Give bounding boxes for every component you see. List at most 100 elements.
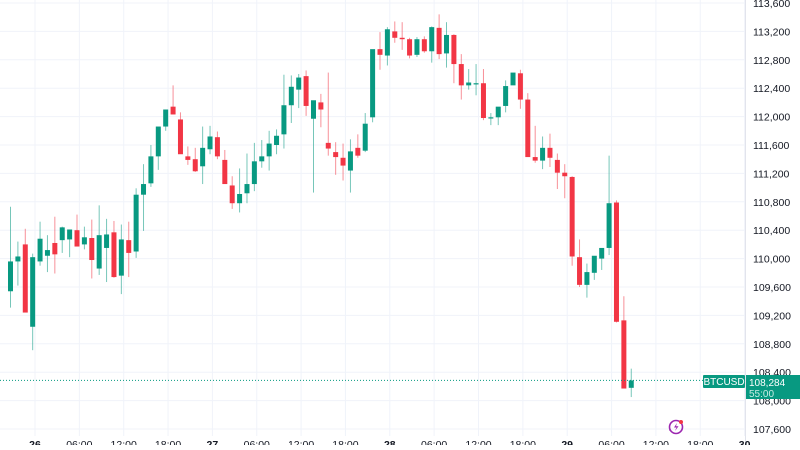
candle-down [407, 37, 413, 59]
time-tick: 18:00 [687, 439, 713, 445]
candle-up [281, 74, 287, 149]
grid-lines [0, 0, 746, 445]
time-tick: 28 [384, 439, 396, 445]
candle-down [613, 200, 619, 323]
lightning-swap-icon[interactable] [668, 419, 684, 435]
candle-up [495, 106, 501, 126]
time-tick: 06:00 [66, 439, 92, 445]
price-tick: 108,800 [753, 339, 791, 351]
symbol-text: BTCUSD [703, 377, 744, 388]
candle-up [141, 164, 147, 231]
candle-up [251, 142, 257, 192]
candle-down [214, 131, 220, 160]
candle-up [259, 140, 265, 168]
candle-down [562, 164, 568, 199]
candle-up [207, 125, 213, 155]
candle-down [458, 54, 464, 100]
candle-down [303, 70, 309, 116]
candle-up [96, 205, 102, 275]
candle-down [451, 34, 457, 84]
candle-up [347, 139, 353, 193]
price-tick: 113,200 [753, 26, 790, 38]
candle-up [599, 247, 605, 270]
time-tick: 12:00 [111, 439, 137, 445]
price-tick: 112,800 [753, 55, 790, 67]
price-tick: 110,400 [753, 225, 790, 237]
price-tick: 112,000 [753, 112, 790, 124]
candle-down [436, 14, 442, 60]
time-tick: 18:00 [155, 439, 181, 445]
time-tick: 12:00 [288, 439, 314, 445]
time-axis[interactable]: 26 06:00 12:00 18:00 27 06:00 12:00 18:00 28 06:0… [29, 439, 751, 450]
price-tick: 107,600 [753, 424, 791, 436]
candle-up [384, 27, 390, 66]
candle-down [621, 296, 627, 389]
candle-up [540, 136, 546, 170]
candle-up [200, 126, 206, 185]
time-tick: 12:00 [643, 439, 669, 445]
time-tick: 06:00 [244, 439, 270, 445]
candle-down [569, 176, 575, 266]
candle-down [525, 93, 531, 158]
candle-up [59, 226, 65, 253]
candle-down [392, 21, 398, 43]
candle-down [480, 69, 486, 121]
candle-down [126, 221, 132, 278]
candle-down [89, 219, 95, 279]
price-tick: 111,600 [753, 140, 790, 152]
candle-up [473, 64, 479, 96]
candle-up [244, 153, 250, 204]
candle-up [155, 126, 161, 170]
candle-down [177, 112, 183, 155]
candle-up [148, 145, 154, 187]
candle-up [8, 206, 13, 308]
candle-down [22, 228, 28, 313]
candle-down [111, 220, 117, 278]
candle-up [429, 26, 435, 63]
price-tick: 109,600 [753, 282, 791, 294]
candle-up [606, 155, 612, 256]
candle-up [104, 218, 110, 283]
time-tick: 30 [739, 439, 751, 445]
price-tick: 113,600 [753, 0, 790, 10]
time-tick: 06:00 [598, 439, 624, 445]
candle-up [584, 263, 590, 298]
last-price-badge: 108,284 55:00 [746, 375, 800, 400]
candle-up [67, 229, 73, 258]
time-tick: 27 [207, 439, 219, 445]
candle-down [185, 146, 191, 165]
countdown-text: 55:00 [749, 389, 774, 400]
time-tick: 29 [561, 439, 573, 445]
candle-down [340, 143, 346, 181]
candle-down [577, 239, 583, 287]
candle-up [288, 75, 294, 123]
candle-up [503, 80, 509, 113]
candle-up [414, 37, 420, 57]
candle-up [274, 129, 280, 155]
candle-up [296, 74, 302, 109]
candle-up [266, 130, 272, 171]
candle-down [325, 72, 331, 156]
candle-down [377, 32, 383, 70]
candle-up [628, 368, 634, 398]
candle-down [229, 176, 235, 209]
candle-down [517, 69, 523, 109]
candle-down [554, 153, 560, 190]
candle-down [170, 85, 176, 115]
candle-up [44, 235, 50, 273]
time-tick: 26 [29, 439, 41, 445]
candle-down [333, 142, 339, 175]
candle-up [466, 69, 472, 90]
candle-down [222, 149, 228, 185]
candle-up [510, 72, 516, 86]
candle-down [421, 36, 427, 53]
price-axis[interactable]: 113,600 113,200 112,800 112,400 112,000 111,6… [753, 0, 791, 436]
candle-down [74, 214, 80, 247]
candle-up [30, 253, 36, 351]
candle-up [237, 168, 243, 213]
price-tick: 109,200 [753, 310, 791, 322]
last-price-text: 108,284 [749, 378, 786, 389]
time-tick: 18:00 [510, 439, 536, 445]
